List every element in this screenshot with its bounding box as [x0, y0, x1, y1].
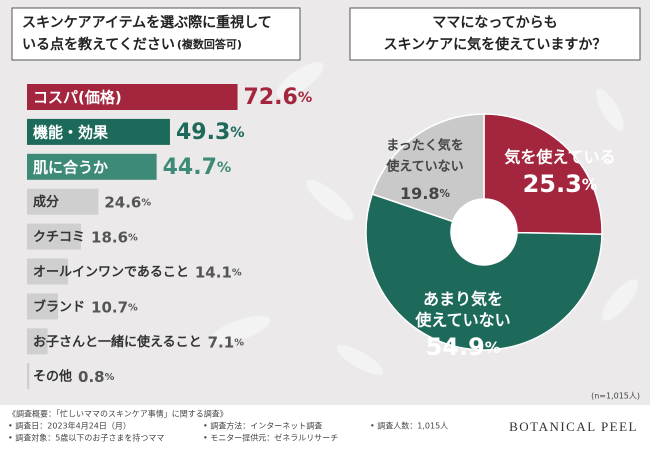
chart-title: スキンケアアイテムを選ぶ際に重視して	[22, 14, 272, 31]
footer-heading: 《調査概要：「忙しいママのスキンケア事情」に関する調査》	[8, 409, 228, 419]
bar	[27, 84, 238, 110]
value-label: 18.6%	[91, 228, 138, 246]
donut-segment	[483, 113, 603, 235]
segment-label: 使えていない	[385, 159, 463, 175]
segment-value: 25.3%	[523, 170, 598, 198]
bar	[27, 293, 59, 320]
category-label: オールインワンであること	[33, 265, 189, 280]
bar	[27, 118, 170, 145]
sample-note: (n=1,015人)	[591, 392, 640, 401]
bar	[27, 363, 30, 390]
category-label: 機能・効果	[33, 123, 109, 141]
segment-label: まったく気を	[386, 138, 463, 154]
value-label: 14.1%	[195, 263, 242, 281]
value-label: 24.6%	[104, 193, 151, 211]
footer-item: • 調査人数：1,015人	[370, 421, 448, 431]
bar	[27, 258, 68, 285]
category-label: その他	[33, 369, 72, 385]
chart-subtitle: (複数回答可)	[177, 37, 242, 51]
brand: BOTANICAL PEEL	[509, 419, 638, 434]
donut-hole	[451, 199, 517, 265]
value-label: 0.8%	[78, 368, 115, 386]
bar	[27, 153, 157, 180]
donut-segment	[365, 193, 603, 351]
chart-title: いる点を教えてください	[22, 36, 175, 53]
bar	[27, 223, 81, 250]
value-label: 7.1%	[208, 333, 245, 351]
segment-label: 使えていない	[414, 311, 510, 330]
segment-value: 54.9%	[426, 333, 501, 361]
right-title-box	[349, 7, 641, 61]
category-label: 成分	[33, 194, 59, 210]
category-label: コスパ(価格)	[33, 89, 122, 107]
footer: 《調査概要：「忙しいママのスキンケア事情」に関する調査》 • 調査日：2023年…	[8, 409, 638, 443]
segment-value: 19.8%	[400, 184, 450, 203]
footer-band	[0, 405, 650, 450]
bar	[27, 328, 48, 355]
category-label: 肌に合うか	[33, 158, 108, 176]
chart-title: ママになってからも	[432, 15, 557, 31]
footer-item: • モニター提供元：ゼネラルリサーチ	[203, 433, 338, 443]
left-title-box	[11, 7, 301, 61]
value-label: 49.3%	[176, 120, 245, 145]
segment-label: 気を使えている	[504, 148, 615, 167]
footer-item: • 調査日：2023年4月24日（月）	[8, 421, 131, 431]
category-label: ブランド	[33, 299, 85, 315]
leaf-pattern	[209, 61, 639, 375]
value-label: 10.7%	[91, 298, 138, 316]
category-label: クチコミ	[33, 230, 85, 245]
chart-title: スキンケアに気を使えていますか？	[384, 36, 607, 53]
donut-segment	[371, 113, 485, 223]
value-label: 44.7%	[163, 155, 232, 180]
category-label: お子さんと一緒に使えること	[33, 334, 202, 350]
value-label: 72.6%	[244, 85, 313, 110]
bar	[27, 188, 99, 215]
footer-item: • 調査方法：インターネット調査	[203, 421, 322, 431]
segment-label: あまり気を	[423, 290, 503, 309]
footer-item: • 調査対象：5歳以下のお子さまを持つママ	[8, 433, 164, 443]
